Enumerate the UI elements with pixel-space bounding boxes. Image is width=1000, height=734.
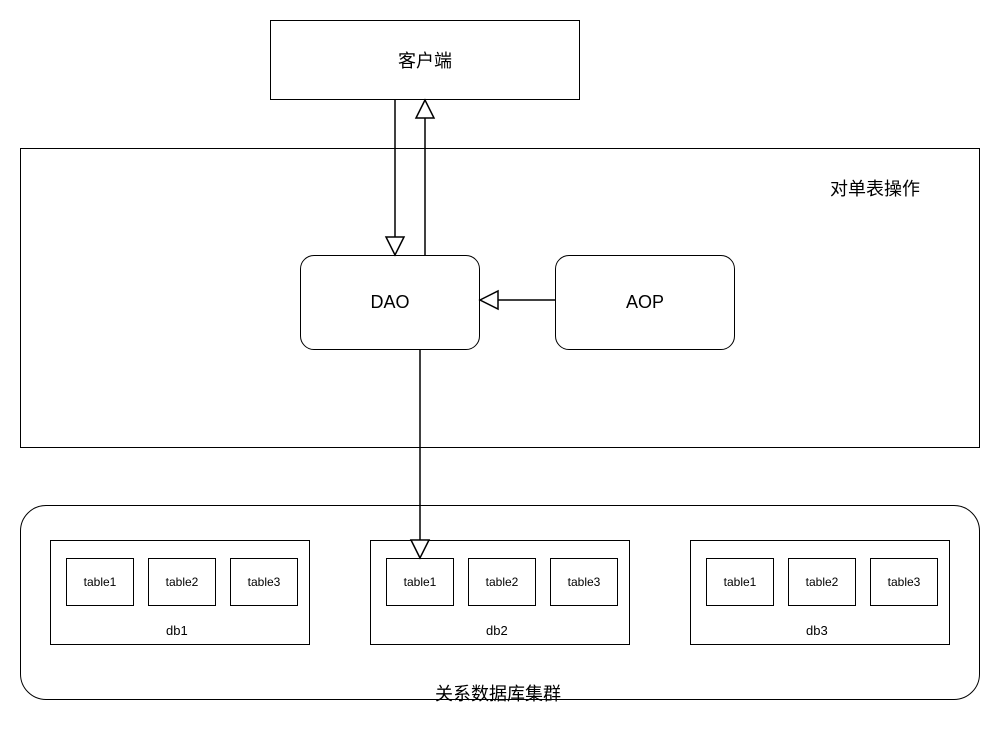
arrows-layer — [0, 0, 1000, 734]
